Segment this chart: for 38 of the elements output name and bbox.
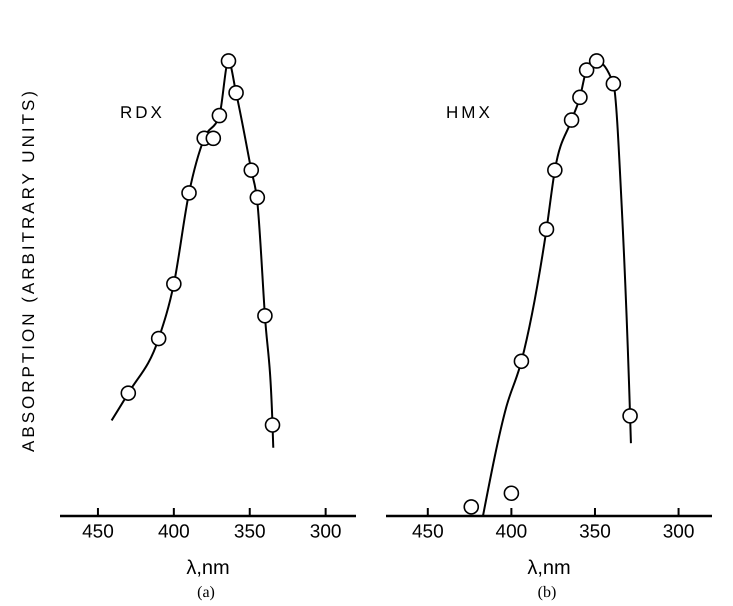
point bbox=[212, 108, 228, 124]
x-tick-label: 400 bbox=[496, 521, 528, 542]
point bbox=[257, 308, 273, 324]
x-axis-title: λ,nm bbox=[186, 557, 230, 579]
point bbox=[206, 130, 222, 146]
point bbox=[181, 185, 197, 201]
point bbox=[504, 485, 520, 502]
y-axis-title: ABSORPTION (ARBITRARY UNITS) bbox=[19, 88, 39, 452]
x-tick-label: 350 bbox=[234, 521, 266, 542]
point bbox=[564, 112, 580, 128]
x-axis-title: λ,nm bbox=[527, 557, 571, 579]
point bbox=[463, 499, 480, 515]
point bbox=[588, 53, 604, 69]
point bbox=[228, 85, 244, 101]
x-tick-label: 450 bbox=[82, 521, 114, 542]
point bbox=[243, 162, 260, 178]
point bbox=[166, 276, 182, 292]
point bbox=[514, 353, 530, 370]
x-tick-label: 400 bbox=[158, 521, 190, 542]
point bbox=[538, 222, 554, 238]
point bbox=[120, 385, 136, 401]
point bbox=[622, 408, 638, 424]
point bbox=[547, 162, 563, 178]
point bbox=[150, 330, 166, 346]
x-tick-label: 450 bbox=[412, 521, 444, 542]
x-tick-label: 350 bbox=[579, 521, 611, 542]
point bbox=[220, 53, 236, 69]
point bbox=[606, 76, 622, 92]
annotation: RDX bbox=[120, 103, 165, 123]
point bbox=[250, 190, 266, 206]
point bbox=[578, 62, 594, 78]
annotation: HMX bbox=[446, 103, 493, 123]
point bbox=[572, 90, 588, 106]
point bbox=[264, 417, 280, 433]
text: (a) bbox=[196, 584, 216, 602]
text: (b) bbox=[536, 584, 558, 602]
x-tick-label: 300 bbox=[662, 521, 694, 542]
x-tick-label: 300 bbox=[310, 521, 342, 542]
